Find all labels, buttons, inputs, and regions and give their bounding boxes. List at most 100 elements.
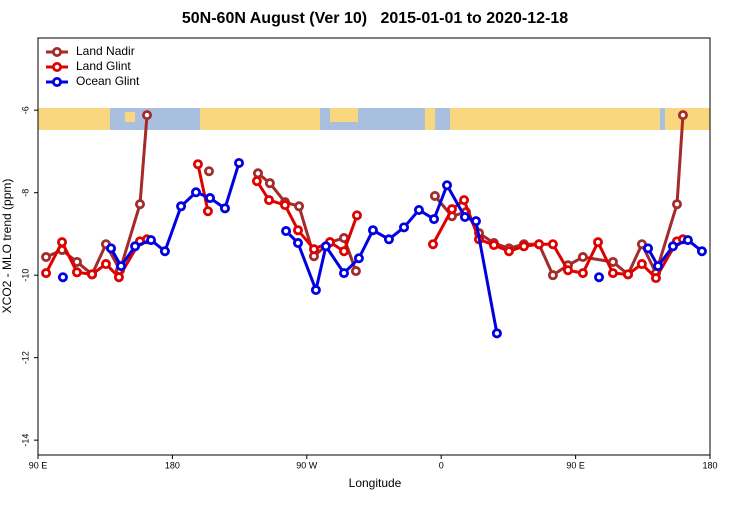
x-tick-label: 90 E (566, 460, 585, 470)
data-point (636, 259, 647, 270)
data-point (251, 176, 262, 187)
data-point (650, 273, 661, 284)
data-point (653, 261, 664, 272)
legend-marker (52, 77, 63, 88)
data-point (202, 206, 213, 217)
data-point (41, 268, 52, 279)
data-point (264, 195, 275, 206)
plot-frame (37, 37, 711, 456)
data-point (351, 210, 362, 221)
data-point (353, 253, 364, 264)
data-point (593, 237, 604, 248)
data-point (677, 110, 688, 121)
data-point (264, 178, 275, 189)
x-axis-label: Longitude (349, 476, 402, 490)
y-tick-label: -8 (20, 189, 30, 197)
data-point (399, 222, 410, 233)
data-point (308, 244, 319, 255)
data-point (176, 201, 187, 212)
data-point (279, 200, 290, 211)
data-point (429, 190, 440, 201)
data-point (671, 199, 682, 210)
x-tick-label: 0 (439, 460, 444, 470)
data-point (205, 193, 216, 204)
chart-title: 50N-60N August (Ver 10) 2015-01-01 to 20… (182, 10, 568, 27)
legend-marker (52, 62, 63, 73)
data-point (219, 203, 230, 214)
data-point (470, 216, 481, 227)
data-point (643, 243, 654, 254)
data-point (696, 246, 707, 257)
data-point (623, 269, 634, 280)
data-point (459, 212, 470, 223)
legend-label: Ocean Glint (76, 74, 140, 88)
data-point (281, 226, 292, 237)
data-point (203, 166, 214, 177)
data-point (383, 234, 394, 245)
data-point (57, 272, 68, 283)
legend-marker (52, 47, 63, 58)
series-line (44, 163, 684, 280)
data-point (234, 157, 245, 168)
y-tick-label: -12 (20, 351, 30, 364)
data-point (367, 225, 378, 236)
data-point (607, 256, 618, 267)
data-point (547, 239, 558, 250)
data-point (594, 272, 605, 283)
data-point (427, 239, 438, 250)
data-point (607, 268, 618, 279)
data-point (547, 270, 558, 281)
y-tick-label: -6 (20, 106, 30, 114)
data-point (488, 240, 499, 251)
data-point (503, 246, 514, 257)
data-point (667, 241, 678, 252)
x-tick-label: 90 W (296, 460, 318, 470)
x-tick-label: 180 (702, 460, 717, 470)
data-point (446, 204, 457, 215)
data-point (87, 269, 98, 280)
data-point (57, 237, 68, 248)
data-point (252, 168, 263, 179)
legend-label: Land Glint (76, 59, 131, 73)
data-point (292, 237, 303, 248)
data-point (192, 159, 203, 170)
data-point (534, 239, 545, 250)
data-point (130, 241, 141, 252)
map-strip (38, 108, 710, 130)
data-point (190, 187, 201, 198)
data-point (113, 272, 124, 283)
data-point (320, 241, 331, 252)
data-point (294, 201, 305, 212)
x-tick-label: 90 E (29, 460, 48, 470)
data-point (100, 259, 111, 270)
data-point (116, 261, 127, 272)
data-point (134, 199, 145, 210)
x-tick-label: 180 (165, 460, 180, 470)
data-point (310, 285, 321, 296)
data-point (146, 235, 157, 246)
data-point (429, 214, 440, 225)
data-point (106, 243, 117, 254)
data-point (338, 246, 349, 257)
data-point (682, 235, 693, 246)
y-axis-label: XCO2 - MLO trend (ppm) (0, 179, 14, 314)
data-point (459, 195, 470, 206)
data-point (442, 180, 453, 191)
data-point (518, 241, 529, 252)
data-point (71, 267, 82, 278)
data-point (159, 246, 170, 257)
data-point (350, 266, 361, 277)
data-point (142, 110, 153, 121)
data-point (562, 265, 573, 276)
data-point (577, 268, 588, 279)
y-tick-label: -14 (20, 434, 30, 447)
y-tick-label: -10 (20, 269, 30, 282)
data-point (577, 252, 588, 263)
legend-label: Land Nadir (76, 44, 135, 58)
data-point (491, 328, 502, 339)
data-point (338, 268, 349, 279)
data-point (41, 252, 52, 263)
data-point (413, 204, 424, 215)
data-point (292, 225, 303, 236)
